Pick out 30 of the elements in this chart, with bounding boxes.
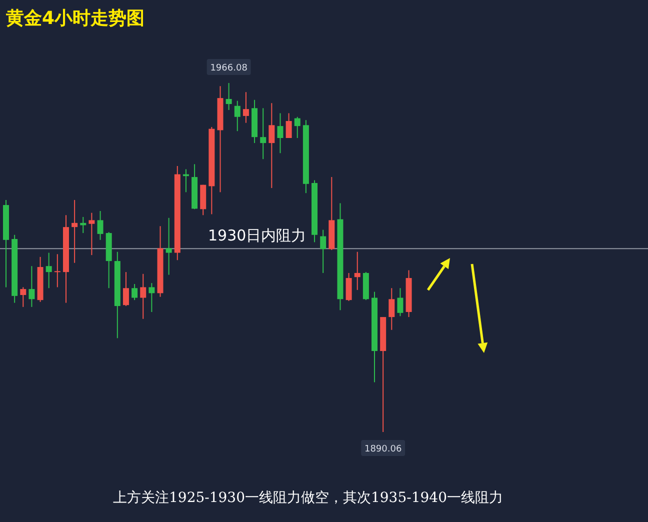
candlestick: [140, 273, 146, 320]
candlestick: [320, 229, 326, 274]
candlestick: [354, 251, 360, 290]
candlestick: [286, 112, 292, 138]
candlestick: [388, 288, 395, 330]
candlestick: [234, 100, 240, 132]
candlestick: [28, 266, 35, 308]
candlestick: [148, 282, 155, 312]
annotation: 1890.06: [364, 444, 402, 454]
candlestick: [242, 92, 249, 124]
candlestick: [97, 210, 104, 240]
candlestick: [294, 116, 300, 138]
candlestick: [277, 112, 284, 154]
annotation: 1966.08: [210, 64, 248, 74]
ref-line-label: 1930日内阻力: [208, 226, 306, 245]
candlestick: [397, 288, 404, 317]
candlestick: [72, 199, 78, 264]
candlestick: [346, 272, 352, 302]
candlestick: [20, 286, 26, 308]
chart-title: 黄金4小时走势图: [5, 8, 145, 29]
candlestick: [226, 82, 232, 110]
candlestick: [46, 252, 52, 289]
candlestick: [132, 283, 138, 301]
candlestick: [88, 212, 95, 256]
candlestick: [260, 108, 266, 160]
text: 上方关注1925-1930一线阻力做空，其次1935-1940一线阻力: [113, 490, 503, 506]
candlestick: [268, 102, 275, 189]
candlestick: [54, 254, 60, 288]
candlestick: [166, 217, 172, 276]
candlestick: [122, 272, 129, 307]
